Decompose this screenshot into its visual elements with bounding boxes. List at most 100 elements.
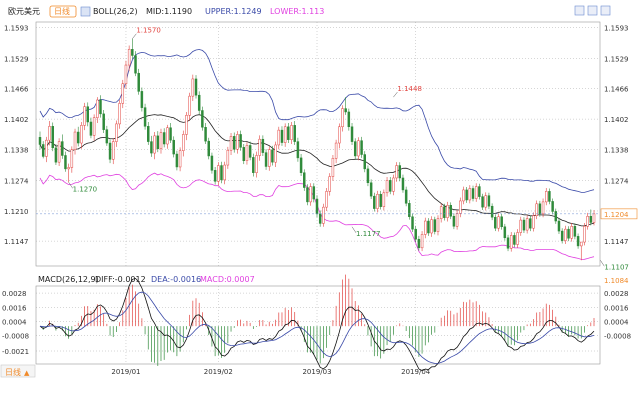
candle-body bbox=[191, 78, 195, 97]
candle-body bbox=[239, 134, 242, 148]
candle-body bbox=[299, 157, 303, 173]
price-tick-right: 1.1338 bbox=[604, 147, 629, 155]
period-label: 日线 bbox=[54, 6, 70, 16]
macd-tick-left: -0.0008 bbox=[2, 333, 29, 341]
candle-body bbox=[592, 213, 596, 223]
candle-body bbox=[140, 91, 144, 108]
candle-body bbox=[252, 157, 255, 173]
candle-body bbox=[194, 78, 198, 96]
annotation-label: 1.1177 bbox=[356, 230, 381, 238]
macd-label: MACD(26,12,9) bbox=[38, 275, 99, 284]
candle-body bbox=[96, 99, 99, 118]
candle-body bbox=[500, 216, 503, 228]
candle-body bbox=[182, 134, 185, 151]
candle-body bbox=[481, 196, 484, 208]
candle-body bbox=[519, 219, 523, 233]
candle-body bbox=[560, 230, 564, 241]
chevron-up-icon[interactable]: ▲ bbox=[24, 369, 30, 377]
candle-body bbox=[287, 126, 290, 140]
candle-body bbox=[268, 149, 271, 167]
candle-body bbox=[350, 126, 354, 142]
candle-body bbox=[411, 216, 414, 230]
candle-body bbox=[188, 95, 191, 116]
candle-body bbox=[147, 126, 150, 142]
candle-body bbox=[357, 140, 360, 157]
candle-body bbox=[76, 131, 80, 144]
candle-body bbox=[474, 186, 478, 199]
period-switch-bg[interactable] bbox=[0, 364, 36, 378]
candle-body bbox=[213, 170, 217, 182]
candle-body bbox=[201, 110, 204, 128]
candle-body bbox=[67, 167, 70, 170]
candle-body bbox=[548, 191, 551, 202]
price-grid bbox=[36, 22, 600, 266]
candle-body bbox=[248, 145, 252, 158]
candle-body bbox=[105, 129, 109, 144]
candle-body bbox=[306, 187, 309, 203]
candle-body bbox=[455, 213, 459, 227]
candle-body bbox=[232, 136, 236, 150]
macd-tick-right: 0.0004 bbox=[604, 318, 629, 326]
candle-body bbox=[551, 201, 554, 212]
candle-body bbox=[175, 153, 179, 168]
macd-tick-left: 0.0016 bbox=[2, 304, 27, 312]
current-price-marker: 1.1204 bbox=[36, 208, 638, 220]
candle-body bbox=[226, 149, 230, 166]
candle-body bbox=[576, 236, 580, 247]
candle-body bbox=[376, 193, 379, 209]
price-tick-right: 1.1147 bbox=[604, 238, 629, 246]
annotation-label: 1.1107 bbox=[604, 263, 629, 271]
candle-body bbox=[64, 155, 67, 170]
period-switch-button[interactable]: 日线 ▲ bbox=[0, 364, 36, 378]
price-annotations: 1.1570 1.1270 1.1448 1.1177 1.1107 bbox=[68, 27, 629, 271]
candle-body bbox=[277, 129, 281, 146]
candle-body bbox=[494, 216, 497, 229]
candle-body bbox=[586, 215, 589, 227]
candle-body bbox=[516, 232, 519, 245]
candle-body bbox=[471, 188, 475, 199]
candle-body bbox=[159, 132, 163, 150]
candle-body bbox=[73, 131, 77, 150]
candle-body bbox=[446, 204, 449, 218]
candle-body bbox=[529, 218, 532, 229]
period-switch-label[interactable]: 日线 bbox=[5, 367, 21, 377]
close-icon[interactable] bbox=[600, 5, 611, 16]
candle-body bbox=[258, 138, 261, 156]
macd-lines bbox=[39, 277, 595, 372]
macd-tick-right: -0.0008 bbox=[604, 333, 631, 341]
candle-body bbox=[283, 126, 287, 143]
price-tick-right: 1.1466 bbox=[604, 86, 629, 94]
candle-body bbox=[401, 177, 405, 191]
candle-body bbox=[102, 113, 105, 130]
candle-body bbox=[414, 228, 417, 240]
candle-body bbox=[388, 180, 392, 192]
candle-body bbox=[172, 139, 175, 155]
candle-body bbox=[573, 226, 577, 237]
candle-body bbox=[443, 206, 446, 218]
candle-body bbox=[99, 99, 102, 115]
indicator-toggle-icon[interactable] bbox=[80, 6, 91, 17]
candle-body bbox=[509, 235, 513, 249]
main-header: 欧元美元 日线 BOLL(26,2) MID:1.1190 UPPER:1.12… bbox=[8, 5, 324, 18]
current-price-label: 1.1204 bbox=[604, 211, 629, 219]
candle-body bbox=[169, 127, 172, 141]
macd-diff-line bbox=[39, 277, 595, 372]
candle-body bbox=[497, 216, 500, 229]
candle-body bbox=[366, 168, 370, 184]
settings-icon[interactable] bbox=[574, 5, 585, 16]
candle-body bbox=[580, 241, 583, 247]
candle-body bbox=[264, 152, 268, 167]
candle-body bbox=[436, 218, 440, 232]
candle-body bbox=[207, 140, 210, 157]
restore-icon[interactable] bbox=[587, 5, 598, 16]
price-tick-right: 1.1529 bbox=[604, 55, 629, 63]
current-price-tag bbox=[600, 208, 638, 220]
period-badge[interactable] bbox=[49, 5, 77, 18]
candle-body bbox=[271, 149, 274, 163]
boll-label: BOLL(26,2) bbox=[93, 7, 138, 16]
candle-body bbox=[564, 228, 567, 241]
candle-body bbox=[131, 49, 134, 56]
candle-body bbox=[220, 165, 223, 181]
candle-body bbox=[45, 139, 48, 157]
